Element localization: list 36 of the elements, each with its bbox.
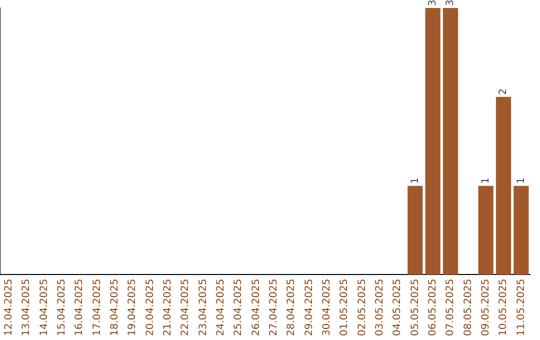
- x-tick-label: 28.04.2025: [286, 278, 298, 336]
- x-tick-label: 10.05.2025: [498, 278, 510, 336]
- x-tick-label: 14.04.2025: [38, 278, 50, 336]
- x-tick-label: 25.04.2025: [233, 278, 244, 336]
- data-label: 1: [480, 177, 492, 184]
- x-tick-label: 04.05.2025: [392, 278, 404, 336]
- x-tick-label: 06.05.2025: [427, 278, 438, 336]
- x-tick-label: 12.04.2025: [3, 278, 14, 336]
- x-tick-label: 16.04.2025: [74, 278, 86, 336]
- x-tick-label: 23.04.2025: [198, 278, 209, 336]
- x-tick-label: 09.05.2025: [480, 278, 492, 336]
- x-tick-label: 02.05.2025: [356, 278, 368, 336]
- x-tick-label: 19.04.2025: [127, 278, 138, 336]
- x-tick-label: 20.04.2025: [144, 278, 156, 336]
- x-tick-label: 03.05.2025: [374, 278, 386, 336]
- x-tick-label: 18.04.2025: [109, 278, 120, 336]
- x-tick-label: 26.04.2025: [250, 278, 262, 336]
- x-tick-label: 30.04.2025: [321, 278, 332, 336]
- x-tick-label: 07.05.2025: [445, 278, 456, 336]
- data-label: 3: [445, 0, 456, 6]
- data-label: 2: [498, 88, 510, 95]
- x-tick-label: 13.04.2025: [21, 278, 32, 336]
- data-label: 3: [427, 0, 438, 6]
- x-tick-label: 01.05.2025: [339, 278, 350, 336]
- x-tick-label: 11.05.2025: [516, 278, 527, 336]
- x-tick-label: 08.05.2025: [462, 278, 474, 336]
- x-tick-label: 29.04.2025: [304, 278, 315, 336]
- x-tick-label: 17.04.2025: [92, 278, 103, 336]
- x-tick-label: 05.05.2025: [410, 278, 421, 336]
- x-tick-label: 22.04.2025: [180, 278, 192, 336]
- x-tick-label: 24.04.2025: [215, 278, 226, 336]
- x-tick-label: 27.04.2025: [268, 278, 280, 336]
- data-label: 1: [410, 177, 421, 184]
- data-label: 1: [516, 177, 527, 184]
- x-tick-label: 15.04.2025: [56, 278, 68, 336]
- x-tick-label: 21.04.2025: [162, 278, 174, 336]
